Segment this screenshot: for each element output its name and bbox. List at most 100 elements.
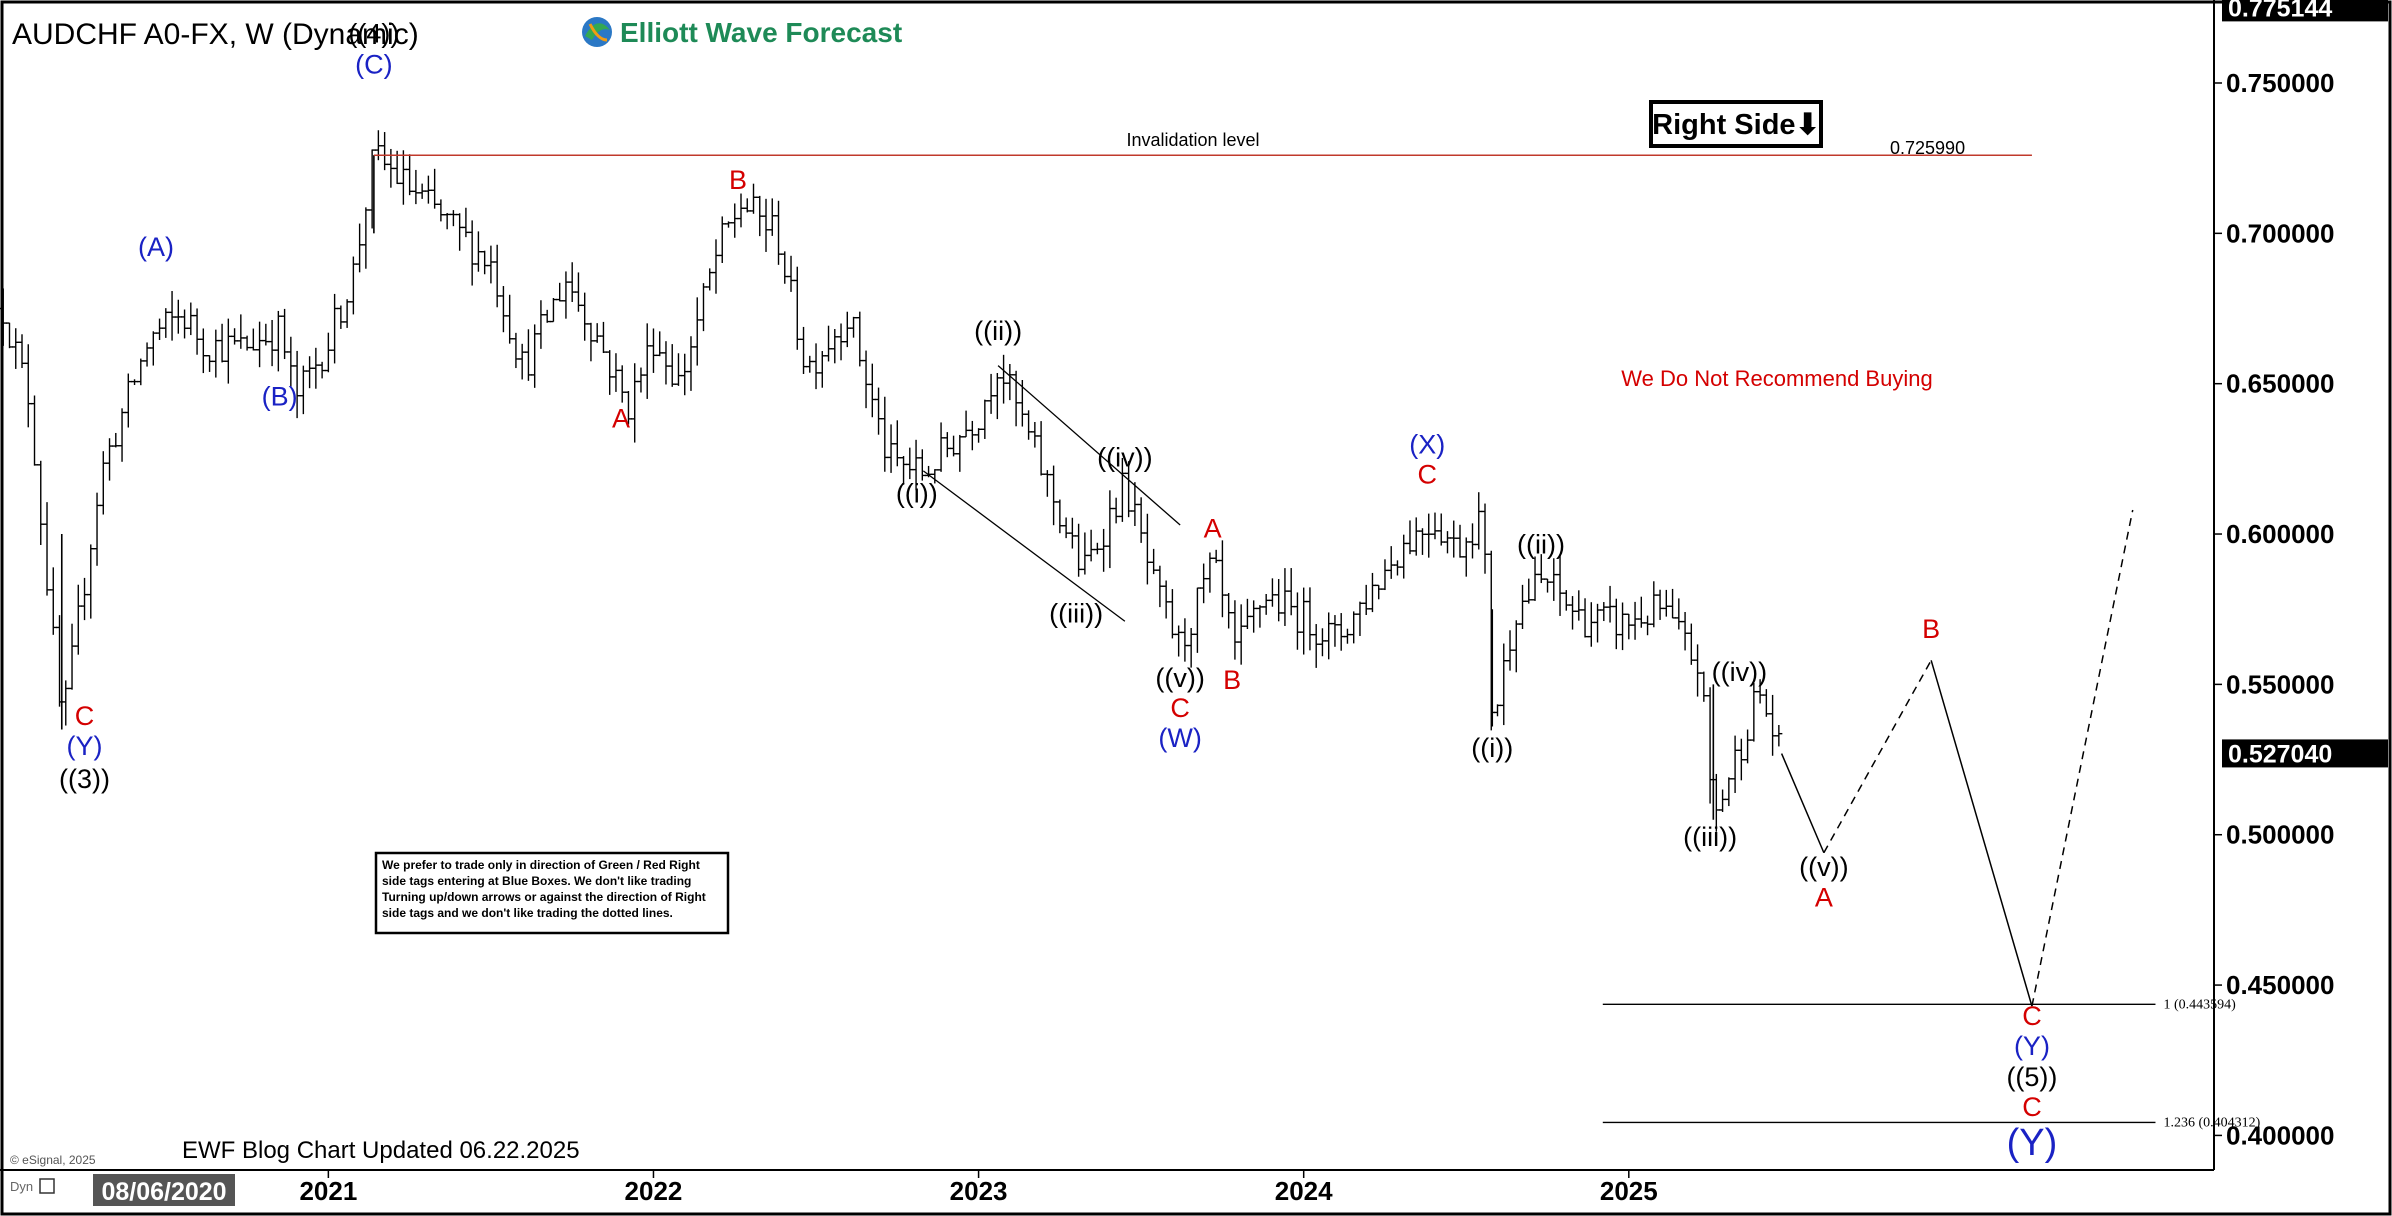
ohlc-bar bbox=[1700, 671, 1708, 702]
wave-label: ((iv)) bbox=[1097, 442, 1152, 472]
ohlc-bar bbox=[737, 193, 745, 228]
ohlc-bar bbox=[1425, 513, 1433, 558]
projection-dashed-line bbox=[2031, 509, 2134, 1007]
ohlc-bar bbox=[1562, 590, 1570, 611]
ohlc-bar bbox=[1406, 520, 1414, 555]
ohlc-bar bbox=[156, 318, 164, 341]
wave-label: (Y) bbox=[2014, 1031, 2050, 1061]
ohlc-bar bbox=[1375, 584, 1383, 600]
ohlc-bar bbox=[1750, 682, 1758, 742]
ohlc-bar bbox=[1612, 598, 1620, 650]
ohlc-bar bbox=[199, 328, 207, 374]
ohlc-bar bbox=[487, 245, 495, 284]
ohlc-bar bbox=[1631, 601, 1639, 640]
ohlc-bar bbox=[706, 268, 714, 291]
ohlc-bar bbox=[318, 361, 326, 379]
price-badge-bg bbox=[2222, 739, 2388, 768]
ohlc-bar bbox=[1087, 529, 1095, 562]
ohlc-bar bbox=[1256, 605, 1264, 628]
ohlc-bar bbox=[768, 198, 776, 236]
ohlc-bar bbox=[1687, 623, 1695, 665]
ohlc-bar bbox=[1237, 604, 1245, 665]
ohlc-bar bbox=[649, 328, 657, 373]
ohlc-bar bbox=[543, 309, 551, 323]
brand-name: Elliott Wave Forecast bbox=[620, 17, 902, 48]
copyright: © eSignal, 2025 bbox=[10, 1153, 96, 1167]
ohlc-bar bbox=[1343, 628, 1351, 644]
disclaimer-box: We prefer to trade only in direction of … bbox=[374, 851, 730, 935]
ohlc-bar bbox=[618, 365, 626, 403]
ohlc-bar bbox=[1544, 578, 1552, 593]
ohlc-bar bbox=[106, 438, 114, 481]
ohlc-bar bbox=[506, 294, 514, 344]
ohlc-bar bbox=[362, 207, 370, 269]
ohlc-bar bbox=[349, 256, 357, 315]
ohlc-bar bbox=[750, 183, 758, 214]
date-badge: 08/06/2020 bbox=[93, 1174, 235, 1206]
ohlc-bar bbox=[762, 198, 770, 252]
wave-label: C bbox=[2022, 1001, 2042, 1031]
wave-label: (A) bbox=[138, 232, 174, 262]
ohlc-bar bbox=[1243, 598, 1251, 630]
wave-label: C bbox=[2022, 1092, 2042, 1122]
ohlc-bar bbox=[918, 449, 926, 481]
ohlc-bar bbox=[1531, 556, 1539, 601]
wave-label: ((i)) bbox=[896, 478, 938, 508]
ohlc-bar bbox=[74, 584, 82, 655]
price-badge-label: 0.775144 bbox=[2228, 0, 2332, 22]
ohlc-bar bbox=[587, 322, 595, 362]
price-badge-bg bbox=[2222, 0, 2388, 22]
price-badge: 0.775144 bbox=[2222, 0, 2388, 22]
ohlc-bar bbox=[893, 420, 901, 467]
ohlc-bar bbox=[937, 422, 945, 472]
wave-label: ((3)) bbox=[59, 764, 110, 794]
annotation-lines: 1 (0.443594) 1.236 (0.404312) bbox=[373, 154, 2261, 1130]
wave-label: A bbox=[1204, 514, 1222, 544]
ohlc-bar bbox=[687, 336, 695, 391]
ohlc-bar bbox=[1625, 613, 1633, 640]
ohlc-bar bbox=[1569, 596, 1577, 630]
ohlc-bar bbox=[1031, 422, 1039, 448]
ohlc-bar bbox=[1418, 528, 1426, 555]
ohlc-bar bbox=[1156, 565, 1164, 608]
ohlc-bar bbox=[424, 175, 432, 204]
ohlc-bar bbox=[1606, 585, 1614, 623]
disclaimer-line: side tags and we don't like trading the … bbox=[382, 906, 673, 920]
ohlc-bar bbox=[531, 324, 539, 388]
ohlc-bar bbox=[1706, 687, 1714, 804]
ohlc-bar bbox=[1150, 548, 1158, 575]
dyn-toggle-icon[interactable] bbox=[39, 1178, 55, 1194]
right-side-badge-label: Right Side⬇ bbox=[1652, 109, 1820, 141]
y-tick-label: 0.400000 bbox=[2226, 1120, 2334, 1150]
ohlc-bar bbox=[112, 432, 120, 448]
ohlc-bar bbox=[950, 435, 958, 457]
wave-label: ((ii)) bbox=[1517, 530, 1565, 560]
channel-line bbox=[997, 365, 1181, 526]
wave-label: C bbox=[75, 701, 95, 731]
ohlc-bar bbox=[1037, 421, 1045, 476]
ohlc-bar bbox=[1443, 531, 1451, 554]
ohlc-bar bbox=[1193, 587, 1201, 653]
ohlc-bar bbox=[437, 199, 445, 222]
ohlc-bar bbox=[1393, 560, 1401, 576]
ohlc-bar bbox=[343, 299, 351, 328]
ohlc-bar bbox=[1500, 643, 1508, 726]
wave-label: A bbox=[1815, 882, 1833, 912]
ohlc-bar bbox=[775, 200, 783, 265]
ohlc-bar bbox=[49, 567, 57, 635]
ohlc-bar bbox=[1581, 598, 1589, 638]
wave-label: B bbox=[1922, 614, 1940, 644]
ohlc-bar bbox=[837, 323, 845, 361]
wave-label: ((iv)) bbox=[1712, 657, 1767, 687]
ohlc-bar bbox=[1006, 363, 1014, 401]
ohlc-bar bbox=[631, 363, 639, 443]
ohlc-bar bbox=[1025, 410, 1033, 440]
ohlc-bar bbox=[312, 347, 320, 389]
ohlc-bar bbox=[149, 331, 157, 366]
ohlc-bar bbox=[462, 207, 470, 238]
ohlc-bar bbox=[1769, 694, 1777, 756]
ohlc-bar bbox=[875, 387, 883, 435]
ohlc-bar bbox=[568, 262, 576, 302]
